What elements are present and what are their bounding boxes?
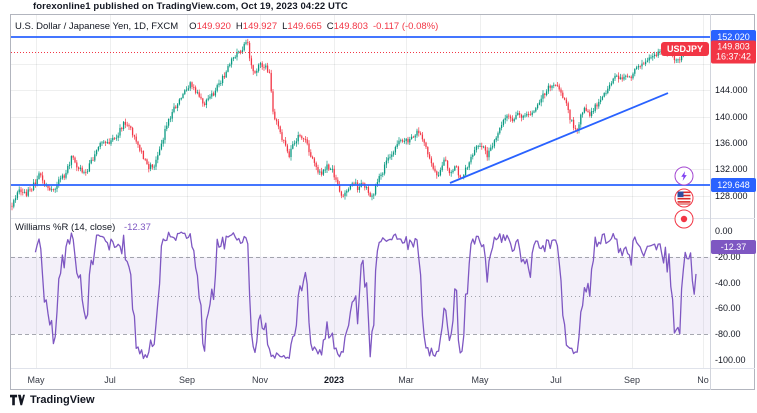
- price-axis-label: 136.000: [715, 137, 748, 148]
- indicator-axis-label: -40.00: [715, 277, 741, 288]
- time-axis-separator: [11, 368, 755, 369]
- time-axis-label: Jul: [550, 375, 562, 385]
- last-price-value: 149.803: [717, 41, 750, 52]
- support-price-badge[interactable]: 129.648: [711, 178, 756, 192]
- indicator-title[interactable]: Williams %R (14, close): [15, 222, 116, 233]
- indicator-value: -12.37: [123, 222, 151, 233]
- indicator-axis-label: -60.00: [715, 303, 741, 314]
- tradingview-logo-icon: [10, 394, 25, 406]
- last-price-badge[interactable]: 149.803 16:37:42: [711, 40, 756, 64]
- time-axis-label: May: [471, 375, 489, 385]
- tradingview-logo[interactable]: TradingView: [10, 394, 95, 406]
- indicator-value-badge[interactable]: -12.37: [711, 239, 756, 254]
- time-axis-label: No: [697, 375, 709, 385]
- record-dot-icon[interactable]: [674, 209, 694, 229]
- ohlc-value: 149.803: [333, 21, 368, 32]
- ohlc-value: 149.920: [196, 21, 231, 32]
- price-axis-label: 132.000: [715, 164, 748, 175]
- time-axis-label: Nov: [251, 375, 268, 385]
- pane-separator[interactable]: [11, 218, 755, 219]
- time-axis-label: Jul: [104, 375, 116, 385]
- ohlc-label: C: [326, 21, 334, 32]
- ohlc-value: 149.927: [242, 21, 278, 32]
- time-axis-label: Sep: [623, 375, 640, 385]
- indicator-legend: Williams %R (14, close) -12.37: [15, 222, 151, 233]
- time-axis-label: 2023: [323, 375, 345, 385]
- price-axis-label: 128.000: [715, 190, 748, 201]
- lightning-icon[interactable]: [674, 166, 694, 186]
- symbol-title[interactable]: U.S. Dollar / Japanese Yen, 1D, FXCM: [15, 21, 179, 32]
- main-chart-legend: U.S. Dollar / Japanese Yen, 1D, FXCM O149…: [15, 21, 438, 32]
- ohlc-value: 149.665: [287, 21, 322, 32]
- ohlc-label: O: [189, 21, 197, 32]
- price-axis-label: 140.000: [715, 111, 748, 122]
- ohlc-label: H: [235, 21, 243, 32]
- us-flag-icon[interactable]: [674, 188, 694, 208]
- time-axis-label: May: [27, 375, 45, 385]
- bar-countdown: 16:37:42: [715, 51, 752, 62]
- time-axis-label: Sep: [178, 375, 196, 385]
- symbol-badge[interactable]: USDJPY: [660, 41, 709, 56]
- indicator-axis-label: -80.00: [715, 329, 741, 340]
- ohlc-values: O149.920 H149.927 L149.665 C149.803: [184, 21, 368, 32]
- ohlc-label: L: [282, 21, 288, 32]
- indicator-axis-label: -100.00: [715, 355, 746, 365]
- price-axis-separator: [710, 14, 711, 390]
- indicator-axis-label: 0.00: [715, 226, 733, 236]
- indicator-axis-label: -20.00: [715, 251, 741, 262]
- price-axis-label: 144.000: [715, 85, 748, 96]
- time-axis-label: Mar: [398, 375, 414, 385]
- tradingview-logo-text: TradingView: [30, 394, 95, 406]
- price-change: -0.117 (-0.08%): [372, 21, 439, 32]
